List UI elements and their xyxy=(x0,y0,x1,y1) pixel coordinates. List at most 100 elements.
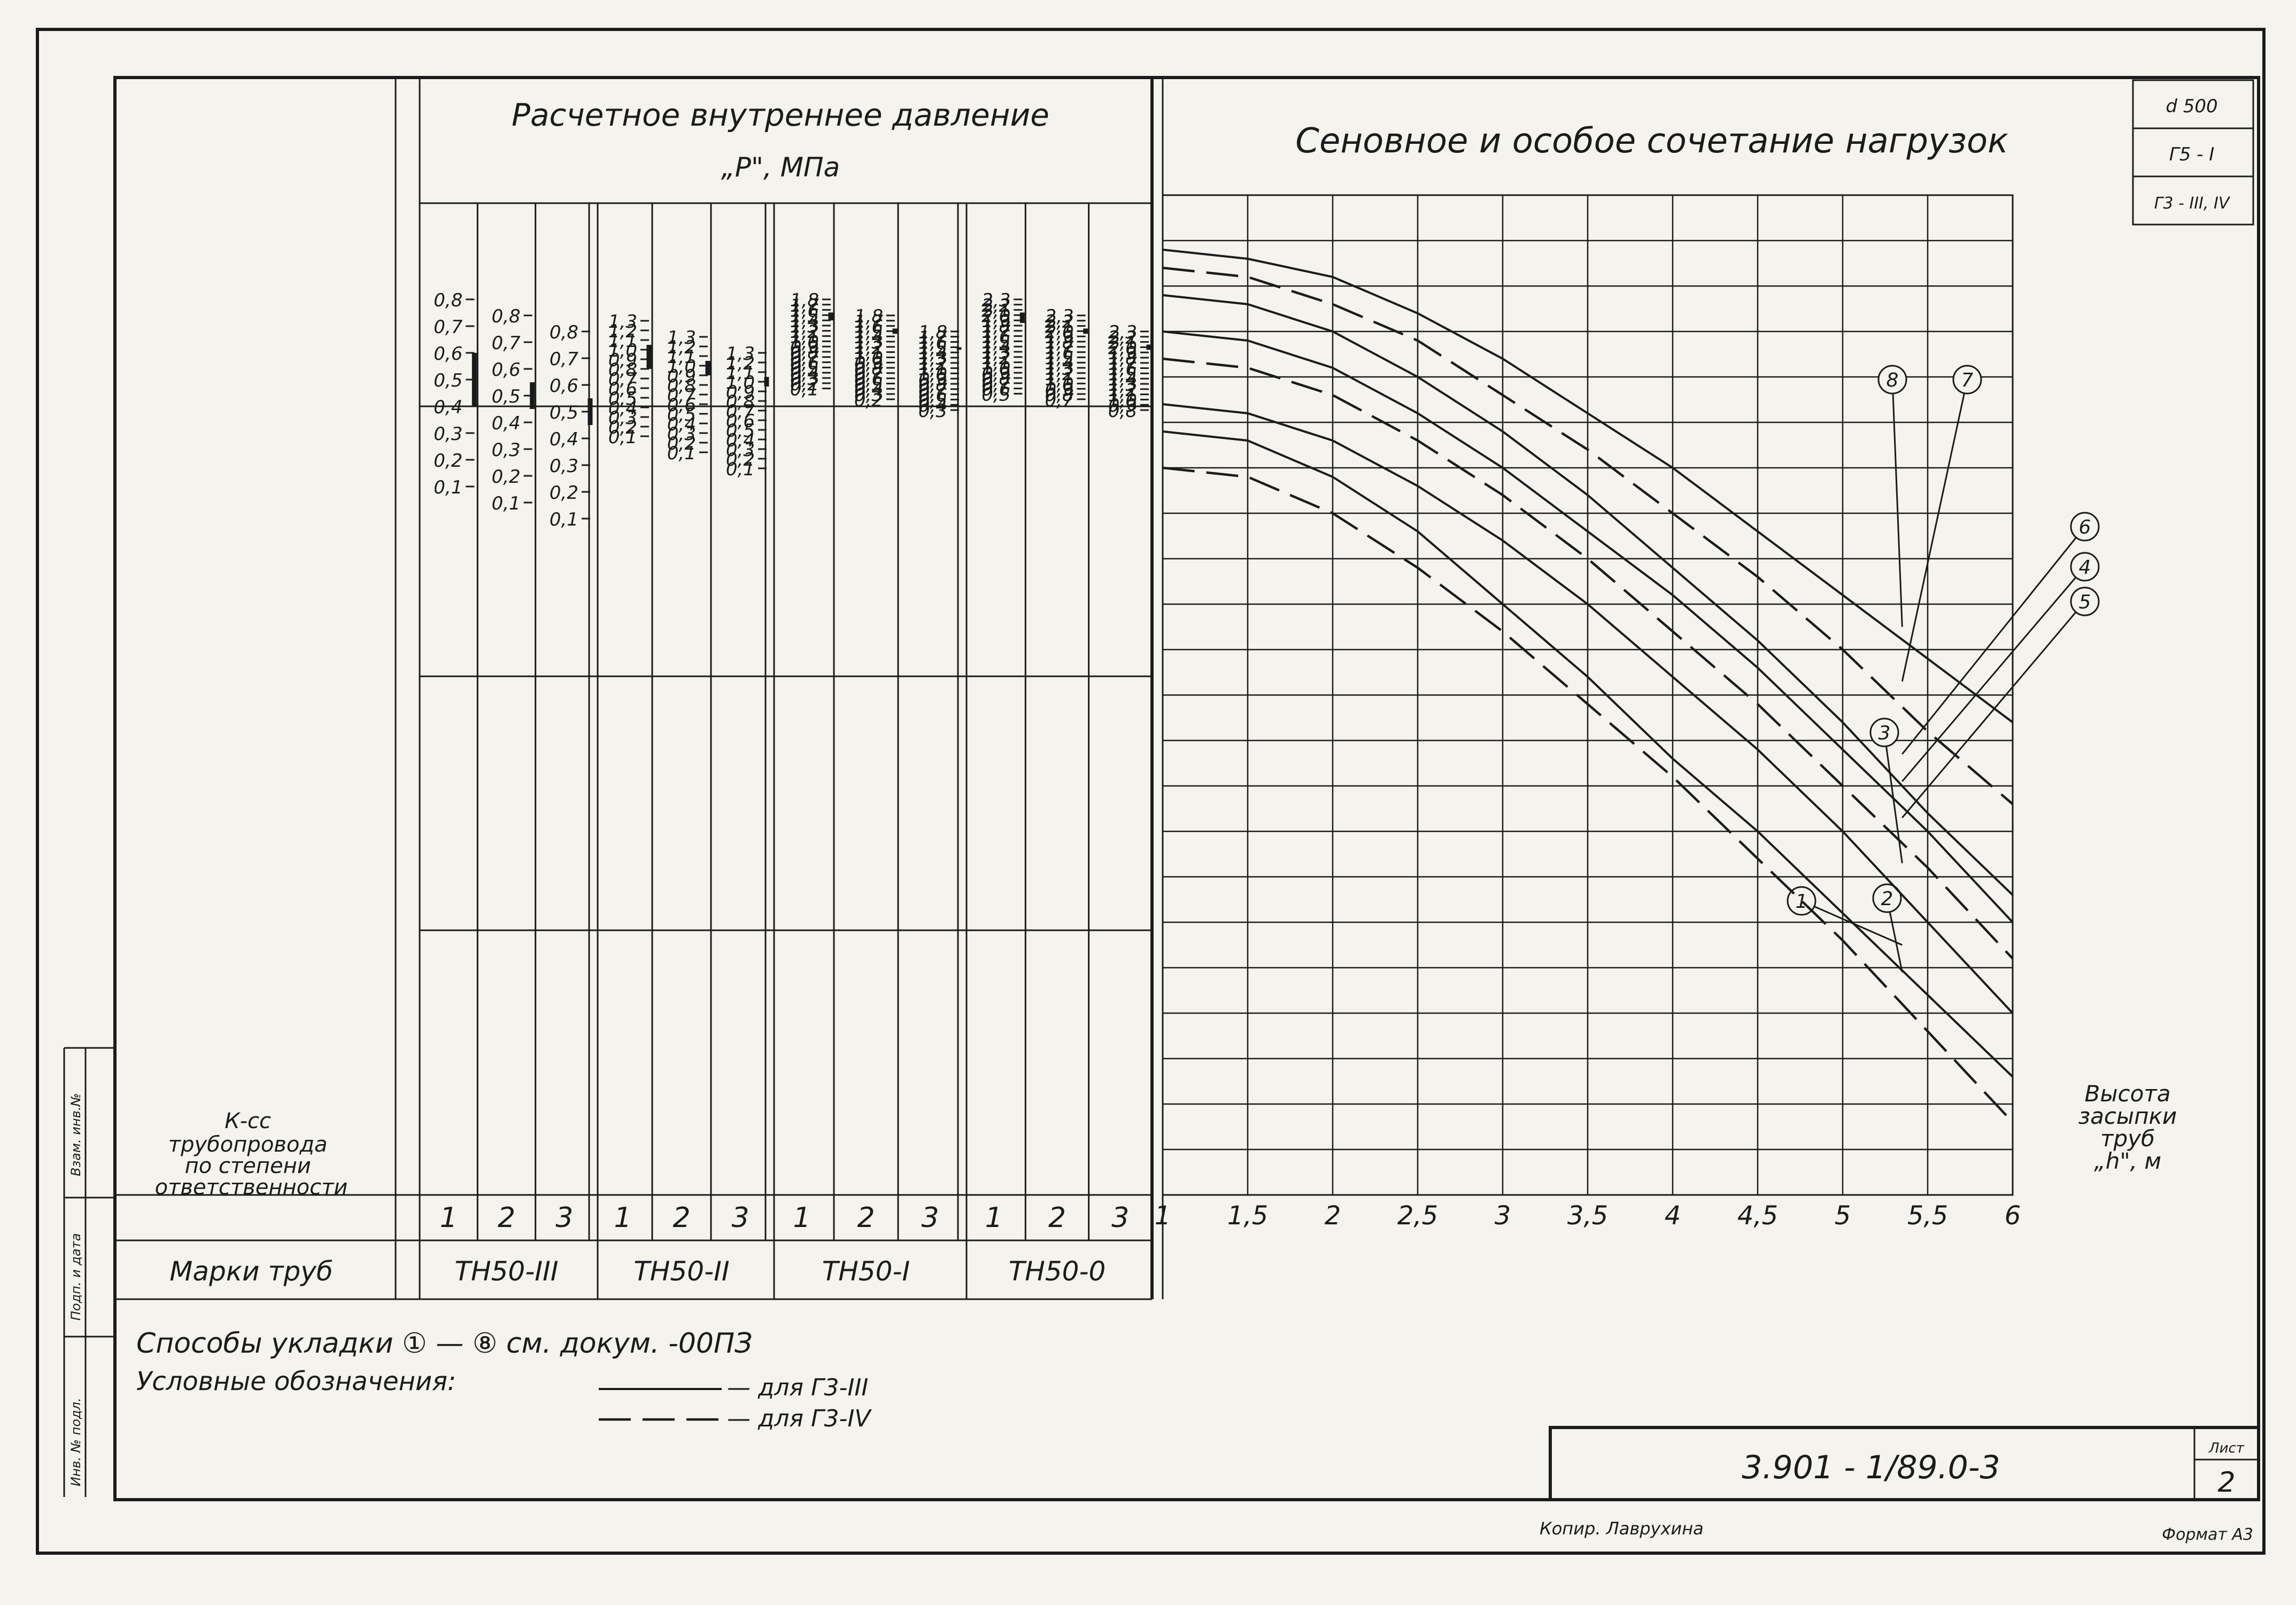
x-tick-label: 3 xyxy=(1495,1201,1511,1231)
scale-label: 0,3 xyxy=(492,439,521,461)
pressure-title: Расчетное внутреннее давление xyxy=(512,97,1049,133)
x-tick-label: 4 xyxy=(1665,1201,1681,1231)
scale-label: 1,0 xyxy=(667,356,696,377)
scale-label: 0,4 xyxy=(550,429,578,450)
scale-label: 1,8 xyxy=(918,322,947,343)
scale-label: 0,5 xyxy=(550,402,578,423)
scale-label: 1,4 xyxy=(918,343,947,364)
scale-label: 0,6 xyxy=(434,343,462,365)
x-tick-label: 1,5 xyxy=(1227,1201,1268,1231)
scale-label: 1,4 xyxy=(1045,353,1074,374)
scale-label: 1,2 xyxy=(726,353,755,374)
marks-label: Марки труб xyxy=(169,1256,333,1287)
series-marker-6 xyxy=(2070,512,2100,542)
x-tick-label: 2 xyxy=(1325,1201,1341,1231)
sheet-number: 2 xyxy=(2217,1467,2235,1499)
scale-label: 0,6 xyxy=(854,369,883,390)
scale-label: 1,6 xyxy=(918,333,947,354)
scale-label: 0,9 xyxy=(981,363,1010,384)
doc-number: 3.901 - 1/89.0-3 xyxy=(1742,1449,2000,1486)
class-number: 2 xyxy=(498,1202,515,1234)
series-curve-6 xyxy=(1162,294,2014,896)
scale-label: 1,9 xyxy=(1045,327,1074,348)
series-curve-1 xyxy=(1162,430,2014,1078)
scale-label: 0,3 xyxy=(918,400,947,422)
scale-label: 1,3 xyxy=(1108,374,1137,396)
class-number: 2 xyxy=(857,1202,875,1234)
scale-label: 0,1 xyxy=(608,427,637,448)
scale-label: 1,0 xyxy=(726,372,755,393)
scale-label: 0,2 xyxy=(854,390,883,411)
scale-label: 1,8 xyxy=(1045,332,1074,353)
scale-label: 0,6 xyxy=(608,379,637,400)
scale-label: 2,2 xyxy=(1108,327,1137,349)
scale-label: 0,6 xyxy=(790,353,819,374)
scale-label: 0,4 xyxy=(608,398,637,419)
scale-label: 0,9 xyxy=(667,366,696,387)
x-tick-label: 5 xyxy=(1835,1201,1851,1231)
scale-label: 1,8 xyxy=(1108,348,1137,369)
legend-dashed-label: — для Г3-IV xyxy=(727,1405,872,1432)
scale-label: 1,8 xyxy=(981,316,1010,337)
chart-title: Сеновное и особое сочетание нагрузок xyxy=(1295,121,2008,161)
series-label-4: 4 xyxy=(2079,557,2091,578)
scale-label: 1,7 xyxy=(1108,353,1137,375)
sheet-label: Лист xyxy=(2208,1440,2245,1456)
scale-label: 1,7 xyxy=(854,311,883,333)
scale-label: 1,1 xyxy=(790,327,819,348)
scale-label: 1,0 xyxy=(1045,374,1074,395)
scale-label: 1,7 xyxy=(981,321,1010,343)
series-leader-7 xyxy=(1901,379,1968,682)
x-tick-label: 4,5 xyxy=(1737,1201,1778,1231)
scale-label: 1,0 xyxy=(854,348,883,369)
scale-label: 0,7 xyxy=(608,369,637,390)
pressure-unit: „P", МПа xyxy=(721,152,840,183)
scale-label: 1,9 xyxy=(981,311,1010,332)
scale-label: 1,1 xyxy=(726,362,755,384)
scale-label: 1,6 xyxy=(1045,343,1074,364)
pressure-scales: ТН50-III10,80,70,60,50,40,30,20,120,80,7… xyxy=(434,290,1151,1287)
scale-label: 1,3 xyxy=(790,316,819,337)
scale-label: 1,2 xyxy=(608,321,637,342)
series-curve-5 xyxy=(1162,357,2014,960)
scale-label: 1,5 xyxy=(790,305,819,327)
scale-label: 0,8 xyxy=(918,374,947,396)
series-marker-2 xyxy=(1872,883,1902,913)
scale-label: 0,2 xyxy=(492,466,521,488)
scale-label: 0,4 xyxy=(667,414,696,435)
series-label-6: 6 xyxy=(2079,516,2091,538)
series-label-1: 1 xyxy=(1796,891,1808,913)
series-marker-7 xyxy=(1952,365,1982,395)
scale-label: 0,6 xyxy=(550,375,578,397)
scale-label: 1,2 xyxy=(981,348,1010,369)
scale-label: 1,1 xyxy=(918,359,947,380)
scale-label: 1,1 xyxy=(667,346,696,368)
scale-label: 0,7 xyxy=(550,349,578,370)
scale-label: 0,3 xyxy=(550,456,578,477)
binding-cell-inventory: Инв. № подл. xyxy=(68,1398,83,1486)
class-number: 1 xyxy=(793,1202,810,1234)
class-number: 3 xyxy=(731,1202,749,1234)
pipe-mark: ТН50-III xyxy=(454,1256,558,1287)
scale-label: 0,5 xyxy=(981,384,1010,405)
scale-label: 0,9 xyxy=(918,369,947,390)
scale-label: 1,6 xyxy=(790,300,819,322)
inner-frame xyxy=(113,76,2260,1501)
scale-label: 0,4 xyxy=(726,430,755,451)
scale-label: 1,3 xyxy=(918,348,947,369)
scale-label: 0,6 xyxy=(918,385,947,406)
series-leader-8 xyxy=(1891,379,1903,627)
series-curve-4 xyxy=(1162,330,2014,923)
scale-label: 0,2 xyxy=(790,374,819,395)
scale-label: 0,9 xyxy=(608,350,637,371)
stamp-line-1: d 500 xyxy=(2166,96,2217,117)
class-number: 2 xyxy=(672,1202,690,1234)
class-number: 1 xyxy=(440,1202,458,1234)
chart-title-area: Сеновное и особое сочетание нагрузок xyxy=(1295,121,2008,161)
scale-label: 0,2 xyxy=(608,417,637,438)
scale-label: 0,7 xyxy=(918,380,947,401)
scale-label: 0,8 xyxy=(434,290,462,311)
scale-label: 1,8 xyxy=(790,290,819,311)
scale-label: 2,1 xyxy=(981,300,1010,322)
